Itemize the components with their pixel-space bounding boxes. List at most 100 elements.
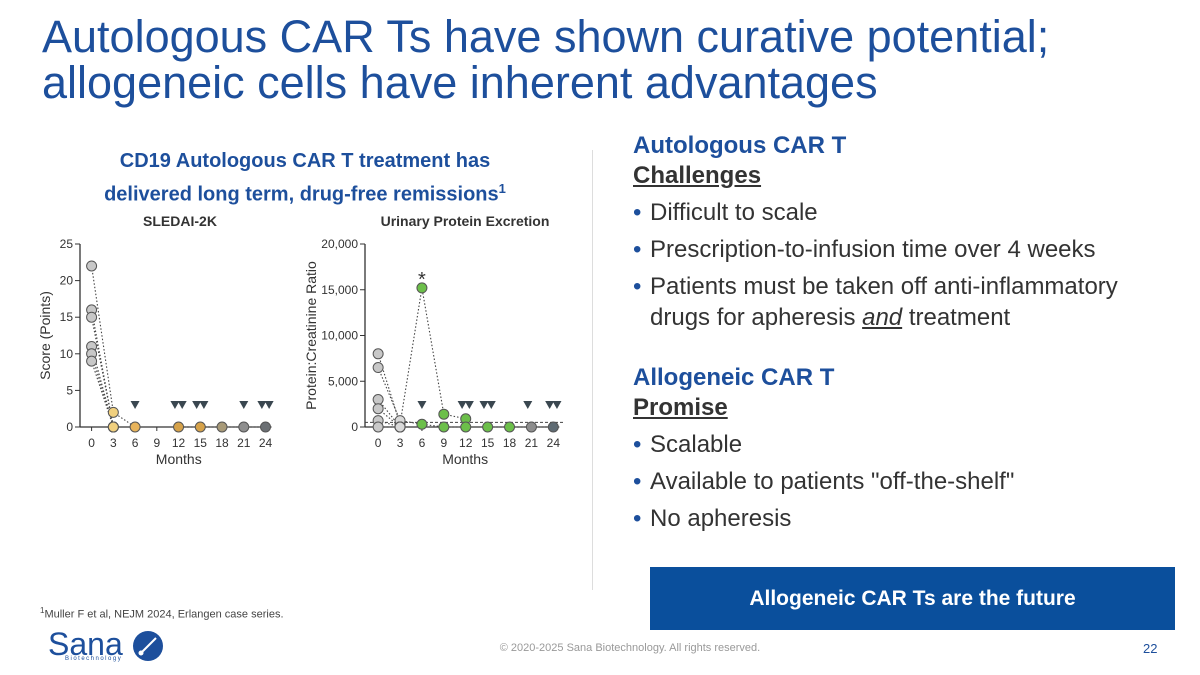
y-tick-label: 15,000: [321, 283, 358, 297]
annotation: *: [418, 269, 426, 291]
bullet-text: Difficult to scale: [650, 199, 818, 226]
y-tick-label: 10: [60, 347, 74, 361]
data-point: [260, 421, 272, 433]
callout-box: Allogeneic CAR Ts are the future: [650, 567, 1175, 630]
subtitle-text: delivered long term, drug-free remission…: [104, 183, 499, 206]
title-line: Autologous CAR Ts have shown curative po…: [42, 11, 1050, 62]
footnote: 1Muller F et al, NEJM 2024, Erlangen cas…: [40, 606, 284, 621]
drug-free-marker: [239, 401, 249, 409]
drug-free-marker: [192, 401, 202, 409]
x-tick-label: 0: [88, 436, 95, 450]
copyright: © 2020-2025 Sana Biotechnology. All righ…: [499, 642, 761, 654]
drug-free-marker: [177, 401, 187, 409]
x-tick-label: 21: [525, 436, 539, 450]
drug-free-marker: [257, 401, 267, 409]
footnote-ref: 1: [498, 181, 506, 196]
x-axis-label: Months: [442, 451, 488, 467]
section-subheading: Challenges: [633, 162, 762, 189]
data-point: [416, 282, 428, 294]
drug-free-marker: [486, 401, 496, 409]
logo-icon: [133, 631, 163, 661]
drug-free-marker: [545, 401, 555, 409]
data-point: [372, 421, 384, 433]
data-point: [416, 418, 428, 430]
subtitle-line: CD19 Autologous CAR T treatment has: [119, 150, 491, 172]
allogeneic-section: Allogeneic CAR T Promise Scalable Availa…: [633, 363, 1173, 540]
data-point: [173, 421, 185, 433]
bullet: No apheresis: [633, 503, 1173, 534]
data-point: [194, 421, 206, 433]
divider: [592, 150, 593, 590]
x-tick-label: 12: [172, 436, 186, 450]
logo: Sana Biotechnology: [48, 626, 168, 668]
data-point: [438, 421, 450, 433]
data-point: [216, 421, 228, 433]
footnote-ref: 1: [40, 606, 45, 615]
chart-subtitle: CD19 Autologous CAR T treatment has deli…: [40, 147, 570, 209]
data-point: [394, 421, 406, 433]
x-axis-label: Months: [156, 451, 202, 467]
x-tick-label: 3: [110, 436, 117, 450]
logo-tagline: Biotechnology: [65, 656, 123, 662]
series-line: [377, 287, 466, 425]
x-tick-label: 6: [132, 436, 139, 450]
data-point: [372, 403, 384, 415]
x-tick-label: 18: [503, 436, 517, 450]
section-heading: Autologous CAR T: [633, 132, 847, 159]
data-point: [482, 421, 494, 433]
data-point: [438, 408, 450, 420]
data-point: [525, 421, 537, 433]
callout-text: Allogeneic CAR Ts are the future: [749, 586, 1076, 610]
data-point: [372, 348, 384, 360]
subtitle-line: delivered long term, drug-free remission…: [40, 175, 570, 209]
drug-free-marker: [199, 401, 209, 409]
data-point: [504, 421, 516, 433]
x-tick-label: 18: [215, 436, 229, 450]
data-point: [86, 260, 98, 272]
data-point: [86, 355, 98, 367]
drug-free-marker: [457, 401, 467, 409]
data-point: [86, 311, 98, 323]
y-tick-label: 5: [66, 383, 73, 397]
data-point: [372, 362, 384, 374]
series-line: [377, 367, 466, 428]
y-tick-label: 10,000: [321, 329, 358, 343]
x-tick-label: 6: [419, 436, 426, 450]
y-axis-label: Protein:Creatinine Ratio: [303, 261, 319, 410]
section-subheading: Promise: [633, 394, 728, 421]
y-axis-label: Score (Points): [37, 291, 53, 380]
series-line: [91, 265, 136, 428]
bullet-text: Prescription-to-infusion time over 4 wee…: [650, 236, 1096, 263]
bullet-text: Patients must be taken off anti-inflamma…: [650, 273, 1118, 331]
x-tick-label: 24: [547, 436, 561, 450]
bullet-emphasis: and: [862, 304, 903, 331]
x-tick-label: 9: [440, 436, 447, 450]
chart-title: SLEDAI-2K: [143, 213, 217, 229]
drug-free-marker: [170, 401, 180, 409]
data-point: [460, 421, 472, 433]
y-tick-label: 20,000: [321, 237, 358, 251]
data-point: [107, 421, 119, 433]
x-tick-label: 3: [397, 436, 404, 450]
data-point: [372, 394, 384, 406]
charts: SLEDAI-2K Months Score (Points) 0 5 10 15 20 25 0…: [37, 213, 565, 467]
data-point: [547, 421, 559, 433]
bullet: Patients must be taken off anti-inflamma…: [633, 271, 1173, 333]
x-tick-label: 21: [237, 436, 251, 450]
x-tick-label: 15: [194, 436, 208, 450]
y-tick-label: 0: [66, 420, 73, 434]
bullet-text: treatment: [902, 304, 1011, 331]
x-tick-label: 24: [259, 436, 273, 450]
bullet: Scalable: [633, 429, 1173, 460]
data-point: [129, 421, 141, 433]
drug-free-marker: [479, 401, 489, 409]
drug-free-marker: [523, 401, 533, 409]
series-line: [91, 360, 114, 428]
drug-free-marker: [264, 401, 274, 409]
bullet-text: Scalable: [650, 431, 743, 458]
y-tick-label: 0: [351, 420, 358, 434]
logo-name: Sana: [48, 626, 123, 662]
data-point: [238, 421, 250, 433]
footnote-text: Muller F et al, NEJM 2024, Erlangen case…: [44, 608, 284, 621]
y-tick-label: 5,000: [328, 374, 358, 388]
